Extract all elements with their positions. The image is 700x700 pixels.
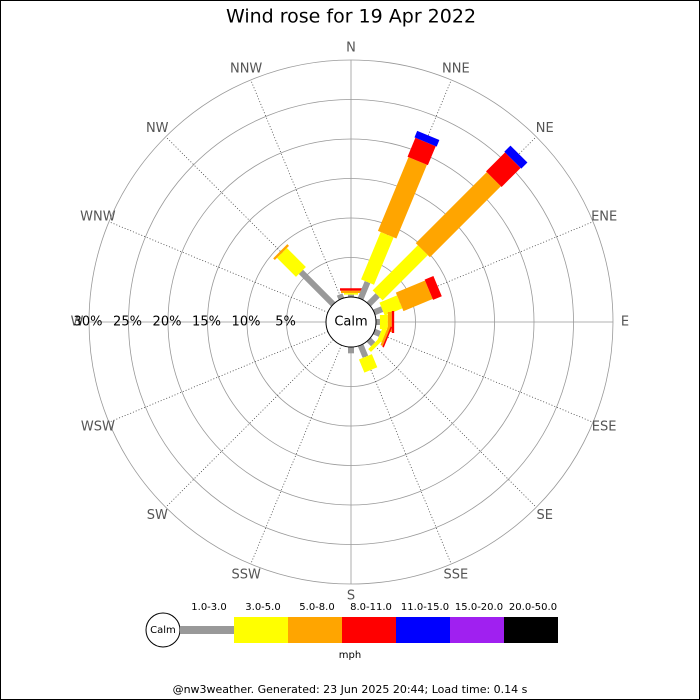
wind-bar [344, 293, 358, 295]
spoke [108, 331, 329, 423]
spoke [108, 221, 329, 313]
wind-bar [357, 280, 371, 301]
wind-bar [376, 319, 380, 325]
calm-circle [325, 296, 377, 348]
wind-bar [391, 311, 395, 333]
spoke [373, 331, 594, 423]
wind-bar [358, 354, 378, 373]
footer: @nw3weather. Generated: 23 Jun 2025 20:4… [173, 683, 528, 696]
wind-bar [504, 145, 528, 169]
legend-swatch [396, 617, 450, 643]
direction-label: NNW [230, 61, 262, 76]
spoke [368, 339, 537, 508]
wind-bar [415, 172, 501, 258]
wind-bar [372, 306, 384, 316]
r-tick-label: 20% [153, 315, 182, 330]
legend-label: 1.0-3.0 [191, 602, 226, 613]
direction-label: SSE [443, 568, 468, 583]
direction-label: WSW [81, 419, 115, 434]
wind-bar [368, 339, 381, 352]
wind-bar [341, 290, 361, 294]
calm-label: Calm [334, 315, 367, 330]
legend-label: 3.0-5.0 [245, 602, 280, 613]
r-tick-label: 25% [113, 315, 142, 330]
wind-bar [361, 231, 394, 285]
direction-label: W [71, 315, 84, 330]
wind-bar [377, 157, 427, 239]
direction-label: SE [537, 508, 553, 523]
direction-label: E [621, 315, 629, 330]
wind-bar [348, 347, 354, 354]
legend-label: 15.0-20.0 [455, 602, 503, 613]
r-tick-label: 5% [275, 315, 296, 330]
direction-label: NNE [442, 61, 470, 76]
wind-bar [380, 326, 391, 346]
wind-bar [379, 295, 403, 316]
wind-bar [414, 130, 440, 147]
wind-bar [382, 326, 393, 348]
spoke [250, 344, 342, 565]
direction-label: NW [146, 121, 169, 136]
wind-bar [298, 269, 336, 307]
direction-label: ENE [591, 210, 617, 225]
spoke [165, 339, 334, 508]
wind-bar [357, 343, 369, 358]
wind-bar [348, 294, 354, 297]
wind-bar [379, 315, 388, 329]
wind-bar [407, 137, 436, 166]
direction-label: SW [147, 508, 168, 523]
wind-bar [377, 327, 387, 343]
chart-title: Wind rose for 19 Apr 2022 [226, 6, 476, 28]
direction-label: S [347, 589, 355, 604]
legend-label: 8.0-11.0 [350, 602, 392, 613]
wind-bar [366, 293, 380, 307]
r-tick-label: 10% [232, 315, 261, 330]
legend-swatch [180, 626, 235, 634]
wind-bar [276, 247, 306, 277]
direction-label: WNW [80, 210, 116, 225]
wind-bar [424, 275, 442, 300]
unit-label: mph [339, 650, 361, 661]
wind-bar [395, 280, 433, 312]
legend-label: 11.0-15.0 [401, 602, 449, 613]
spoke [250, 79, 342, 300]
legend-label: 5.0-8.0 [299, 602, 334, 613]
legend-swatch [504, 617, 558, 643]
direction-label: ESE [592, 419, 617, 434]
spoke [360, 344, 452, 565]
r-tick-label: 30% [74, 315, 103, 330]
direction-label: NE [536, 121, 554, 136]
legend-label: 20.0-50.0 [509, 602, 557, 613]
legend-swatch [234, 617, 288, 643]
direction-label: N [346, 41, 356, 56]
r-tick-label: 15% [192, 315, 221, 330]
wind-bar [340, 288, 362, 291]
legend-swatch [288, 617, 342, 643]
legend-calm-label: Calm [150, 625, 176, 636]
legend-swatch [450, 617, 504, 643]
wind-bar [273, 244, 290, 261]
wind-bar [372, 328, 382, 337]
wind-bar [486, 152, 521, 187]
wind-bar [372, 245, 428, 301]
legend-swatch [342, 617, 396, 643]
direction-label: SSW [231, 568, 261, 583]
